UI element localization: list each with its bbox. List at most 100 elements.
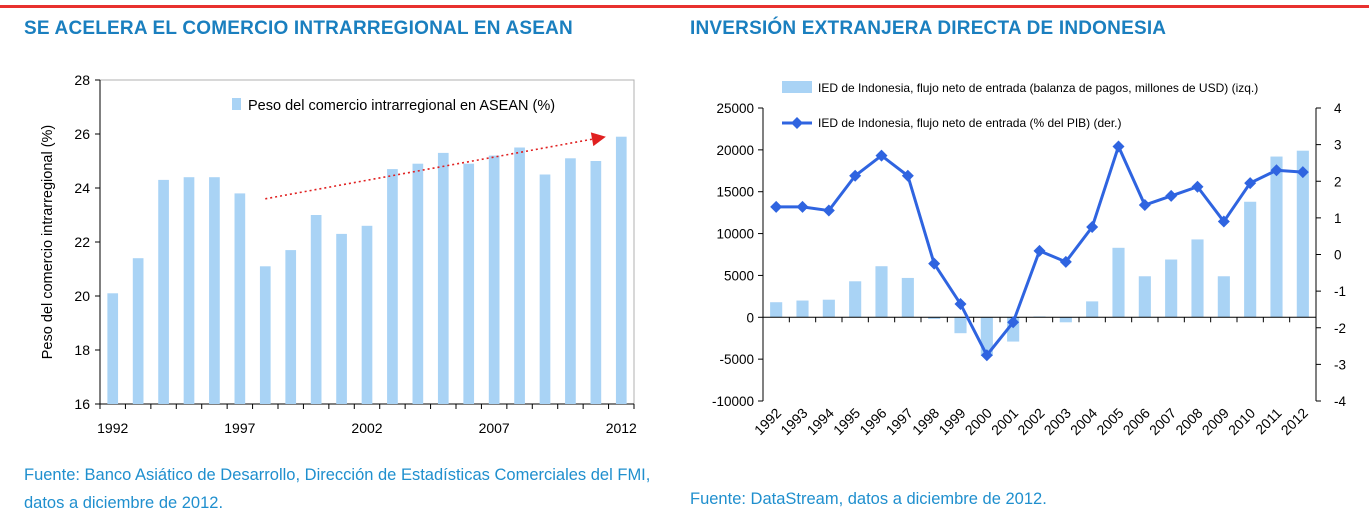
fdi-gdp-point-1995 (849, 169, 862, 182)
bar-1996 (209, 177, 220, 404)
fdi-gdp-point-2012 (1296, 166, 1309, 179)
left-y-tick-label: 0 (746, 310, 754, 325)
right-y-tick-label: 2 (1334, 174, 1342, 189)
bar-2002 (361, 225, 373, 404)
bar-1993 (132, 258, 144, 404)
x-tick-label: 1998 (909, 405, 942, 438)
left-chart-title: SE ACELERA EL COMERCIO INTRARREGIONAL EN… (24, 18, 573, 39)
x-tick-label: 2008 (1172, 405, 1205, 438)
bar-2009 (539, 174, 551, 404)
fdi-gdp-point-2002 (1033, 244, 1046, 257)
left-y-tick-label: 10000 (716, 227, 754, 242)
bar-1994 (158, 179, 169, 404)
y-tick-label: 20 (74, 288, 90, 304)
x-tick-label: 1992 (751, 405, 784, 438)
y-tick-label: 22 (74, 234, 90, 250)
x-tick-label: 2004 (1067, 405, 1100, 438)
x-tick-label: 2000 (962, 405, 995, 438)
fdi-bar-1999 (954, 317, 967, 334)
fdi-bar-1997 (901, 277, 914, 318)
fdi-bar-2009 (1217, 276, 1230, 318)
x-tick-label: 2011 (1252, 405, 1285, 438)
left-y-tick-label: 20000 (716, 143, 754, 158)
x-tick-label: 1996 (856, 405, 889, 438)
right-y-tick-label: 4 (1334, 101, 1342, 116)
left-y-tick-label: -10000 (712, 394, 754, 409)
trend-arrow-head (590, 132, 606, 147)
bar-1999 (285, 250, 297, 404)
legend-bar-swatch (782, 81, 812, 93)
fdi-gdp-point-2006 (1138, 199, 1151, 212)
fdi-gdp-point-1998 (928, 257, 941, 270)
x-tick-label: 2002 (351, 420, 382, 436)
bar-2005 (437, 152, 449, 404)
x-tick-label: 2009 (1199, 405, 1232, 438)
y-axis-label: Peso del comercio intrarregional (%) (40, 125, 56, 360)
fdi-bar-1994 (822, 299, 835, 318)
x-tick-label: 2006 (1120, 405, 1153, 438)
y-tick-label: 28 (74, 72, 90, 88)
fdi-gdp-point-2011 (1270, 164, 1283, 177)
legend-label: Peso del comercio intrarregional en ASEA… (248, 98, 555, 114)
legend-line-label: IED de Indonesia, flujo neto de entrada … (818, 116, 1122, 130)
x-tick-label: 2007 (1146, 405, 1179, 438)
fdi-gdp-point-2010 (1244, 177, 1257, 190)
fdi-bar-2010 (1244, 201, 1257, 318)
fdi-gdp-point-2007 (1165, 189, 1178, 202)
fdi-bar-2011 (1270, 156, 1283, 318)
right-y-tick-label: -4 (1334, 394, 1346, 409)
bar-1995 (183, 177, 195, 404)
right-y-tick-label: 0 (1334, 248, 1342, 263)
left-y-tick-label: 15000 (716, 185, 754, 200)
legend-line-marker (791, 117, 803, 129)
fdi-gdp-point-2008 (1191, 180, 1204, 193)
bar-1997 (234, 193, 246, 404)
fdi-bar-1992 (770, 302, 783, 318)
fdi-bar-1996 (875, 266, 888, 318)
fdi-gdp-point-2000 (980, 349, 993, 362)
fdi-bar-2008 (1191, 239, 1204, 318)
bar-2012 (615, 136, 627, 404)
x-tick-label: 2010 (1225, 405, 1258, 438)
fdi-gdp-point-1992 (770, 200, 783, 213)
y-tick-label: 26 (74, 126, 90, 142)
left-y-tick-label: -5000 (719, 352, 754, 367)
fdi-bar-1995 (849, 281, 862, 318)
right-chart-title: INVERSIÓN EXTRANJERA DIRECTA DE INDONESI… (690, 18, 1167, 39)
right-y-tick-label: 1 (1334, 211, 1342, 226)
left-chart-source: Fuente: Banco Asiático de Desarrollo, Di… (24, 466, 651, 512)
x-tick-label: 1994 (804, 405, 837, 438)
fdi-bar-2004 (1086, 301, 1099, 318)
fdi-bar-2003 (1059, 317, 1072, 323)
x-tick-label: 2003 (1041, 405, 1074, 438)
bar-1992 (107, 293, 119, 404)
fdi-gdp-point-2004 (1086, 221, 1099, 234)
fdi-gdp-point-1993 (796, 200, 809, 213)
x-tick-label: 2012 (606, 420, 637, 436)
x-tick-label: 2007 (479, 420, 510, 436)
y-tick-label: 24 (74, 180, 90, 196)
bar-2006 (463, 163, 475, 404)
x-tick-label: 1995 (830, 405, 863, 438)
legend-swatch (232, 98, 241, 110)
x-tick-label: 1997 (883, 405, 916, 438)
fdi-bar-2006 (1138, 276, 1151, 318)
top-accent-line (0, 5, 1369, 8)
bar-2008 (514, 147, 525, 404)
x-tick-label: 1993 (777, 405, 810, 438)
fdi-gdp-point-2005 (1112, 140, 1125, 153)
x-tick-label: 2002 (1014, 405, 1047, 438)
bar-2003 (387, 169, 398, 404)
fdi-bar-2012 (1296, 150, 1309, 318)
x-tick-label: 1999 (935, 405, 968, 438)
x-tick-label: 2012 (1278, 405, 1311, 438)
x-tick-label: 1992 (97, 420, 128, 436)
y-tick-label: 18 (74, 342, 90, 358)
right-y-tick-label: -3 (1334, 357, 1346, 372)
x-tick-label: 2005 (1093, 405, 1126, 438)
right-chart-source: Fuente: DataStream, datos a diciembre de… (690, 490, 1047, 508)
legend-bar-label: IED de Indonesia, flujo neto de entrada … (818, 81, 1258, 95)
fdi-gdp-point-1997 (901, 169, 914, 182)
trend-arrow-line (265, 138, 593, 200)
